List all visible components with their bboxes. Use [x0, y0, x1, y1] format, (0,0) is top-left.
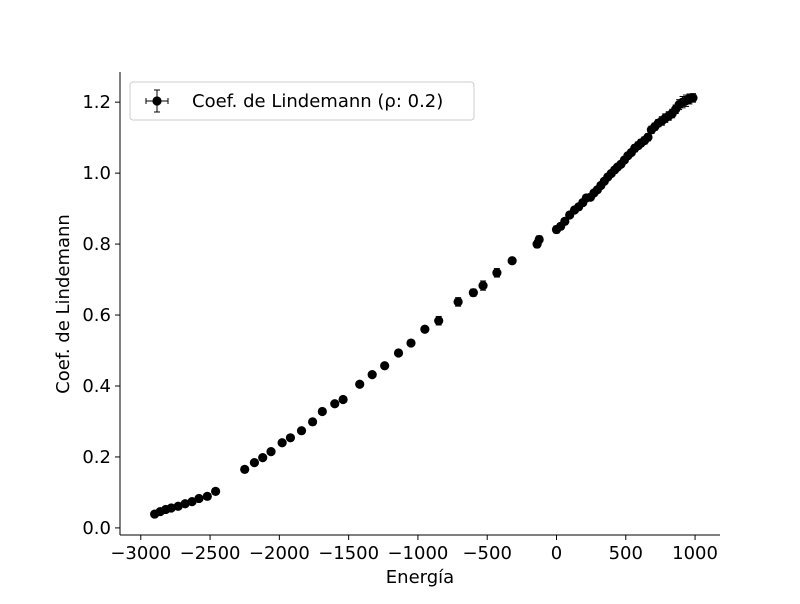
- data-point-marker: [202, 491, 212, 501]
- data-point: [277, 438, 287, 448]
- data-point: [194, 493, 204, 504]
- data-point: [468, 288, 478, 298]
- x-tick-label: −1500: [318, 543, 379, 564]
- legend-marker-icon: [145, 89, 169, 113]
- data-point-marker: [187, 497, 197, 507]
- data-point: [643, 132, 653, 142]
- data-point-marker: [492, 268, 502, 278]
- data-point: [211, 486, 221, 496]
- data-point-marker: [468, 288, 478, 298]
- x-tick-label: −3000: [110, 543, 171, 564]
- axes: [119, 72, 720, 536]
- x-tick-label: −1000: [387, 543, 448, 564]
- x-axis-title: Energía: [386, 567, 454, 588]
- data-point: [173, 501, 183, 511]
- x-tick-label: 0: [551, 543, 562, 564]
- data-point: [258, 453, 268, 463]
- legend: Coef. de Lindemann (ρ: 0.2): [129, 81, 475, 121]
- y-tick-label: 0.6: [82, 305, 111, 326]
- data-point-marker: [478, 280, 488, 291]
- data-marks: [150, 93, 698, 519]
- y-tick-label: 0.0: [82, 518, 111, 539]
- data-point: [317, 406, 327, 417]
- data-point-marker: [166, 503, 176, 513]
- data-point-marker: [258, 453, 268, 463]
- data-point-marker: [277, 438, 287, 448]
- y-tick-label: 1.2: [82, 92, 111, 113]
- data-point-marker: [406, 338, 416, 348]
- data-point: [393, 348, 404, 358]
- data-point: [330, 399, 340, 409]
- data-point-marker: [534, 234, 544, 245]
- y-tick-label: 0.2: [82, 447, 111, 468]
- data-point-marker: [296, 426, 307, 436]
- x-tick-label: 1000: [672, 543, 718, 564]
- data-point: [202, 491, 212, 501]
- y-axis-title: Coef. de Lindemann: [53, 214, 74, 394]
- data-point: [492, 268, 502, 278]
- legend-box: [129, 81, 475, 121]
- x-tick-label: −2500: [180, 543, 241, 564]
- data-point-marker: [355, 379, 365, 389]
- data-point: [380, 361, 390, 371]
- data-point-marker: [173, 501, 183, 511]
- data-point-marker: [180, 499, 190, 509]
- data-point-marker: [507, 256, 517, 266]
- data-point: [249, 458, 260, 468]
- data-point-marker: [194, 493, 204, 504]
- data-point: [367, 370, 377, 380]
- x-tick-label: −2000: [249, 543, 310, 564]
- data-point-marker: [643, 132, 653, 142]
- data-point: [478, 280, 488, 291]
- data-point-marker: [393, 348, 404, 358]
- data-point-marker: [380, 361, 390, 371]
- y-tick-label: 1.0: [82, 163, 111, 184]
- data-point: [240, 464, 250, 474]
- data-point-marker: [330, 399, 340, 409]
- data-point-marker: [688, 93, 698, 103]
- data-point: [180, 499, 190, 509]
- data-point: [166, 503, 176, 513]
- y-tick-label: 0.4: [82, 376, 111, 397]
- data-point: [406, 338, 416, 348]
- data-point: [338, 394, 348, 405]
- data-point-marker: [434, 316, 444, 326]
- data-point: [434, 315, 444, 326]
- data-point: [308, 417, 318, 427]
- data-point-marker: [308, 417, 318, 427]
- data-point: [266, 447, 276, 457]
- x-tick-label: −500: [462, 543, 511, 564]
- x-tick-label: 500: [609, 543, 643, 564]
- data-point: [355, 379, 365, 389]
- data-point: [187, 497, 197, 507]
- data-point-marker: [211, 486, 221, 496]
- ticks: −3000 −2500 −2000 −1500 −1000 −500 0 500 1000 0.0…: [82, 92, 718, 564]
- legend-entry-label: Coef. de Lindemann (ρ: 0.2): [192, 91, 443, 112]
- data-point-marker: [338, 394, 348, 405]
- data-point: [296, 426, 307, 436]
- legend-dot: [152, 96, 162, 106]
- data-point: [507, 256, 517, 266]
- data-point-marker: [317, 406, 327, 417]
- data-point: [688, 93, 698, 103]
- data-point-marker: [266, 447, 276, 457]
- data-point: [285, 433, 296, 443]
- data-point: [453, 297, 463, 307]
- data-point-marker: [367, 370, 377, 380]
- data-point-marker: [420, 324, 430, 334]
- data-point-marker: [560, 216, 570, 226]
- data-point: [420, 324, 430, 334]
- y-tick-label: 0.8: [82, 234, 111, 255]
- data-point: [534, 234, 544, 245]
- data-point-marker: [453, 297, 463, 307]
- data-point-marker: [285, 433, 296, 443]
- data-point-marker: [240, 464, 250, 474]
- data-point-marker: [249, 458, 260, 468]
